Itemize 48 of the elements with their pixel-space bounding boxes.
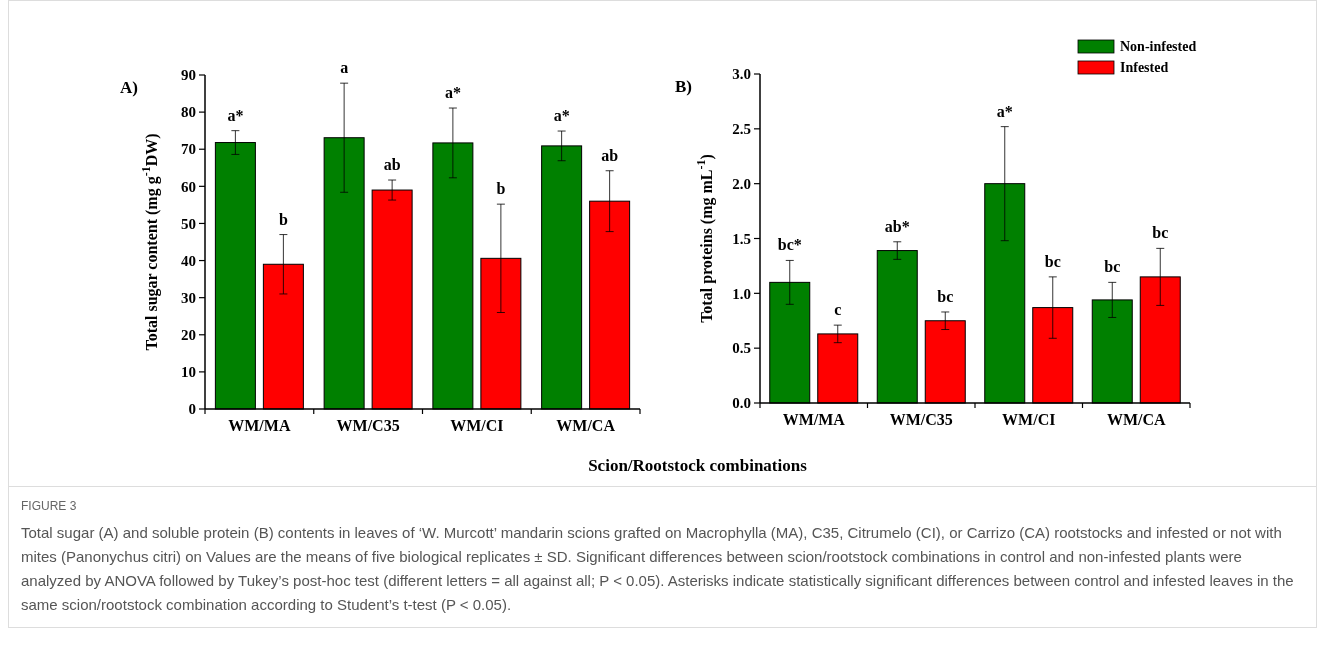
annotation: a	[340, 59, 349, 77]
y-tick-label: 2.5	[732, 121, 751, 138]
annotation: ab*	[884, 217, 910, 235]
x-tick-label: WM/C35	[889, 411, 953, 428]
legend-label: Infested	[1120, 60, 1169, 75]
chart-title: B)	[675, 77, 692, 96]
annotation: b	[496, 180, 506, 198]
annotation: bc	[1152, 224, 1169, 242]
annotation: b	[278, 210, 288, 228]
y-tick-label: 0	[188, 401, 196, 418]
x-tick-label: WM/MA	[782, 411, 846, 428]
annotation: a*	[996, 102, 1013, 120]
x-tick-label: WM/MA	[228, 417, 291, 434]
y-tick-label: 40	[181, 252, 196, 269]
x-tick-label: WM/C35	[336, 417, 400, 434]
y-tick-label: 20	[181, 327, 196, 344]
y-tick-label: 90	[181, 67, 196, 84]
y-tick-label: 3.0	[732, 66, 751, 83]
y-tick-label: 0.0	[732, 395, 751, 412]
y-tick-label: 1.0	[732, 285, 751, 302]
text: Total sugar (A) and soluble protein (B) contents in leaves of ‘W. Murcott’ mandarin scions grafted on Macrophylla (MA), C35, Citrumelo (CI), or Carrizo (CA) rootstocks and infested or not with mites (Panonychus citri) on Values are the means of five biological replicates ± SD. Significant differences between scion/rootstock combinations in control and non-infested plants were analyzed by ANOVA followed by Tukey’s post-hoc test (different letters = all against all; P < 0.05). Asterisks indicate statistically significant differences between control and infested leaves in the same scion/rootstock combination according to Student’s t-test (P < 0.05).	[21, 523, 1295, 615]
y-tick-label: 80	[181, 104, 196, 121]
y-tick-label: 70	[181, 141, 196, 158]
y-tick-label: 30	[181, 289, 196, 306]
annotation: a*	[227, 106, 244, 124]
y-tick-label: 50	[181, 215, 196, 232]
annotation: bc*	[777, 236, 802, 254]
x-tick-label: WM/CI	[1002, 411, 1056, 428]
y-tick-label: 0.5	[732, 340, 751, 357]
y-tick-label: 2.0	[732, 175, 751, 192]
x-tick-label: WM/CI	[450, 417, 504, 434]
annotation: a*	[444, 84, 461, 102]
annotation: bc	[1044, 252, 1061, 270]
x-tick-label: WM/CA	[1106, 411, 1167, 428]
x-axis-title: Scion/Rootstock combinations	[588, 456, 808, 475]
annotation: bc	[937, 287, 954, 305]
legend-label: Non-infested	[1120, 39, 1197, 54]
x-tick-label: WM/CA	[556, 417, 616, 434]
annotation: bc	[1104, 258, 1121, 276]
y-tick-label: 10	[181, 364, 196, 381]
annotation: c	[834, 301, 842, 319]
annotation: a*	[553, 107, 570, 125]
annotation: ab	[601, 146, 619, 164]
y-tick-label: 60	[181, 178, 196, 195]
y-tick-label: 1.5	[732, 230, 751, 247]
annotation: ab	[383, 156, 401, 174]
chart-title: A)	[120, 78, 138, 97]
caption: FIGURE 3	[21, 499, 78, 513]
